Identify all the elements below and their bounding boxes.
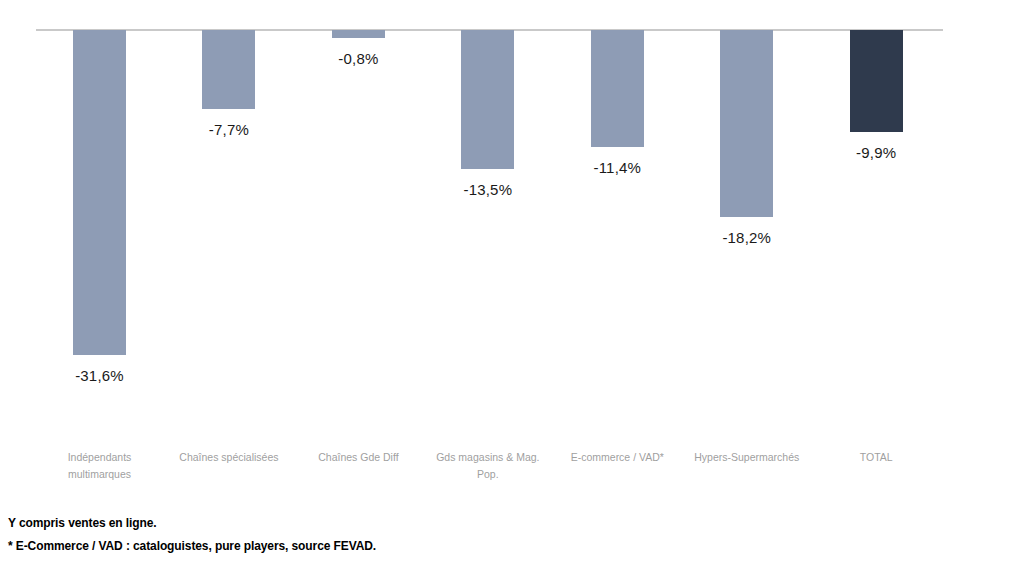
bar-total [850,30,903,132]
category-label-1: Chaînes spécialisées [172,449,286,466]
category-label-2: Chaînes Gde Diff [301,449,415,466]
value-label-4: -11,4% [593,159,641,176]
footnote-ventes-en-ligne: Y compris ventes en ligne. [8,516,157,530]
category-label-4: E-commerce / VAD* [560,449,674,466]
bar-0 [73,30,126,355]
value-label-5: -18,2% [722,229,771,246]
bar-chart: -31,6% Indépendants multimarques -7,7% Chaî… [0,0,1024,570]
value-label-0: -31,6% [75,367,124,384]
bar-4 [591,30,644,147]
value-label-3: -13,5% [463,181,512,198]
footnote-ecommerce-vad: * E-Commerce / VAD : cataloguistes, pure… [8,539,376,553]
category-label-5: Hypers-Supermarchés [690,449,804,466]
value-label-1: -7,7% [209,121,249,138]
value-label-6: -9,9% [856,144,896,161]
category-label-3: Gds magasins & Mag. Pop. [431,449,545,483]
value-label-2: -0,8% [338,50,378,67]
bar-3 [461,30,514,169]
category-label-6: TOTAL [819,449,933,466]
bar-5 [720,30,773,217]
bar-1 [202,30,255,109]
category-label-0: Indépendants multimarques [43,449,157,483]
bar-2 [332,30,385,38]
